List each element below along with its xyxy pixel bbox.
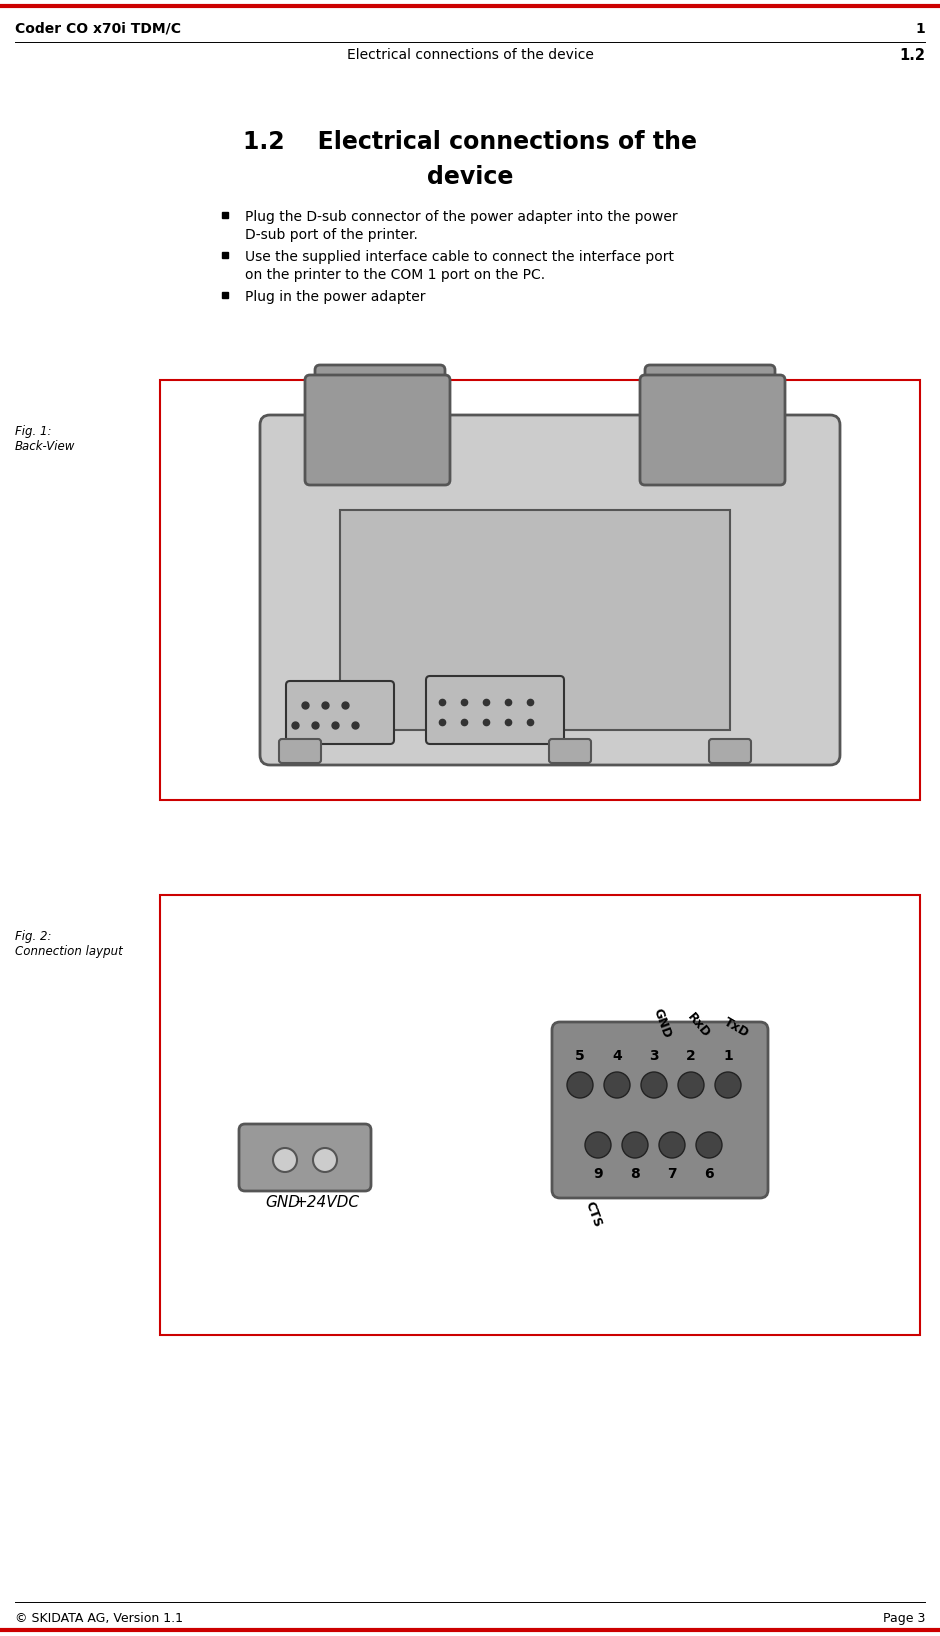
Circle shape [622, 1132, 648, 1158]
FancyBboxPatch shape [552, 1022, 768, 1198]
FancyBboxPatch shape [549, 739, 591, 762]
FancyBboxPatch shape [286, 681, 394, 744]
Circle shape [659, 1132, 685, 1158]
Text: Fig. 2:
Connection layput: Fig. 2: Connection layput [15, 929, 123, 959]
Text: GND: GND [650, 1006, 673, 1040]
FancyBboxPatch shape [340, 510, 730, 730]
Text: Coder CO x70i TDM/C: Coder CO x70i TDM/C [15, 21, 181, 36]
Text: 1: 1 [916, 21, 925, 36]
Circle shape [313, 1148, 337, 1171]
FancyBboxPatch shape [305, 375, 450, 484]
Text: 1.2    Electrical connections of the: 1.2 Electrical connections of the [243, 129, 697, 154]
Circle shape [678, 1072, 704, 1098]
Text: Use the supplied interface cable to connect the interface port: Use the supplied interface cable to conn… [245, 250, 674, 263]
Text: Plug in the power adapter: Plug in the power adapter [245, 290, 426, 304]
FancyBboxPatch shape [640, 375, 785, 484]
FancyBboxPatch shape [315, 365, 445, 435]
Text: D-sub port of the printer.: D-sub port of the printer. [245, 227, 418, 242]
FancyBboxPatch shape [239, 1124, 371, 1191]
Circle shape [696, 1132, 722, 1158]
Text: 7: 7 [667, 1166, 677, 1181]
Circle shape [604, 1072, 630, 1098]
Text: RxD: RxD [685, 1009, 713, 1040]
Text: Electrical connections of the device: Electrical connections of the device [347, 47, 593, 62]
Circle shape [567, 1072, 593, 1098]
FancyBboxPatch shape [709, 739, 751, 762]
Text: +24VDC: +24VDC [294, 1194, 359, 1211]
Text: 5: 5 [575, 1049, 585, 1063]
Circle shape [715, 1072, 741, 1098]
Text: GND: GND [265, 1194, 301, 1211]
FancyBboxPatch shape [160, 380, 920, 800]
FancyBboxPatch shape [645, 365, 775, 435]
Circle shape [273, 1148, 297, 1171]
Text: CTS: CTS [582, 1199, 603, 1230]
Text: 1: 1 [723, 1049, 733, 1063]
Text: 8: 8 [630, 1166, 640, 1181]
Text: 9: 9 [593, 1166, 603, 1181]
FancyBboxPatch shape [260, 416, 840, 766]
Text: Page 3: Page 3 [883, 1611, 925, 1625]
Text: 2: 2 [686, 1049, 696, 1063]
Text: 4: 4 [612, 1049, 622, 1063]
Text: 1.2: 1.2 [899, 47, 925, 64]
Text: TxD: TxD [721, 1016, 751, 1040]
Text: 3: 3 [650, 1049, 659, 1063]
Circle shape [585, 1132, 611, 1158]
Text: Plug the D-sub connector of the power adapter into the power: Plug the D-sub connector of the power ad… [245, 209, 678, 224]
Text: device: device [427, 165, 513, 190]
Text: Fig. 1:
Back-View: Fig. 1: Back-View [15, 425, 75, 453]
FancyBboxPatch shape [279, 739, 321, 762]
FancyBboxPatch shape [160, 895, 920, 1335]
FancyBboxPatch shape [426, 676, 564, 744]
Circle shape [641, 1072, 667, 1098]
Text: © SKIDATA AG, Version 1.1: © SKIDATA AG, Version 1.1 [15, 1611, 183, 1625]
Text: on the printer to the COM 1 port on the PC.: on the printer to the COM 1 port on the … [245, 268, 545, 281]
Text: 6: 6 [704, 1166, 713, 1181]
